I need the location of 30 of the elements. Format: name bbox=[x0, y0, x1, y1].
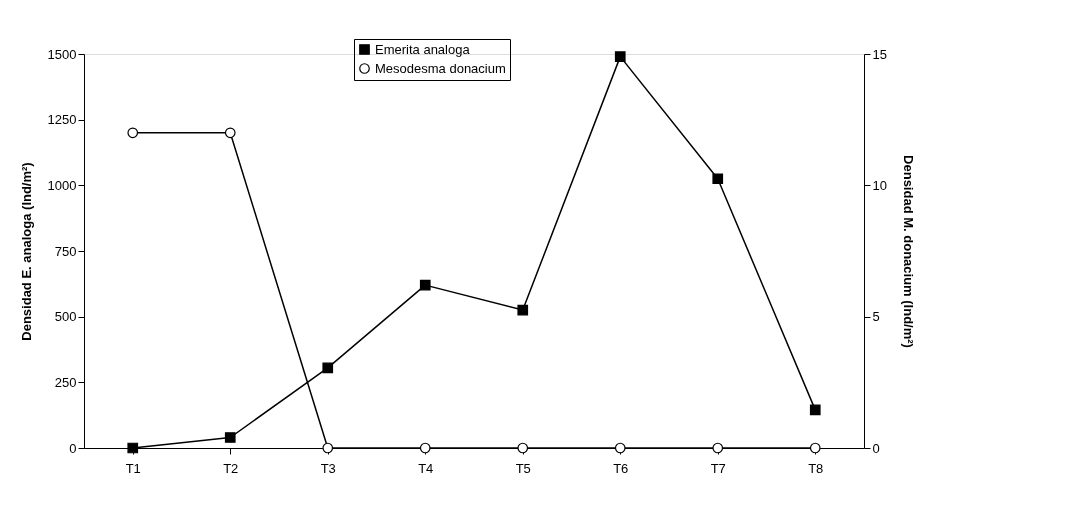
x-tick-label: T3 bbox=[320, 460, 336, 476]
x-tick-label: T1 bbox=[125, 460, 141, 476]
y-tick-label: 0 bbox=[69, 440, 77, 456]
x-tick-label: T8 bbox=[808, 460, 824, 476]
y-axis-title: Densidad E. analoga (Ind/m²) bbox=[18, 162, 34, 341]
y-tick-label: 750 bbox=[54, 243, 77, 259]
point bbox=[517, 304, 529, 316]
point bbox=[614, 51, 626, 62]
point bbox=[322, 362, 334, 374]
y2-axis-title: Densidad M. donacium (Ind/m²) bbox=[900, 155, 916, 348]
point bbox=[712, 173, 724, 185]
x-tick-label: T7 bbox=[710, 460, 726, 476]
x-tick-label: T6 bbox=[613, 460, 629, 476]
y2-tick-label: 15 bbox=[872, 46, 887, 62]
y-tick-label: 1500 bbox=[47, 46, 77, 62]
x-tick-label: T4 bbox=[418, 460, 434, 476]
y-tick-label: 500 bbox=[54, 309, 77, 325]
point bbox=[224, 432, 236, 443]
y2-tick-label: 0 bbox=[872, 440, 880, 456]
point bbox=[419, 279, 431, 291]
legend-label: Mesodesma donacium bbox=[375, 60, 506, 76]
y2-tick-label: 10 bbox=[872, 177, 887, 193]
y-tick-label: 1250 bbox=[47, 112, 77, 128]
legend-label: Emerita analoga bbox=[375, 41, 471, 57]
x-tick-label: T2 bbox=[223, 460, 239, 476]
x-tick-label: T5 bbox=[515, 460, 531, 476]
point bbox=[809, 404, 821, 416]
y-tick-label: 1000 bbox=[47, 177, 77, 193]
y-tick-label: 250 bbox=[54, 374, 77, 390]
y2-tick-label: 5 bbox=[872, 309, 880, 325]
